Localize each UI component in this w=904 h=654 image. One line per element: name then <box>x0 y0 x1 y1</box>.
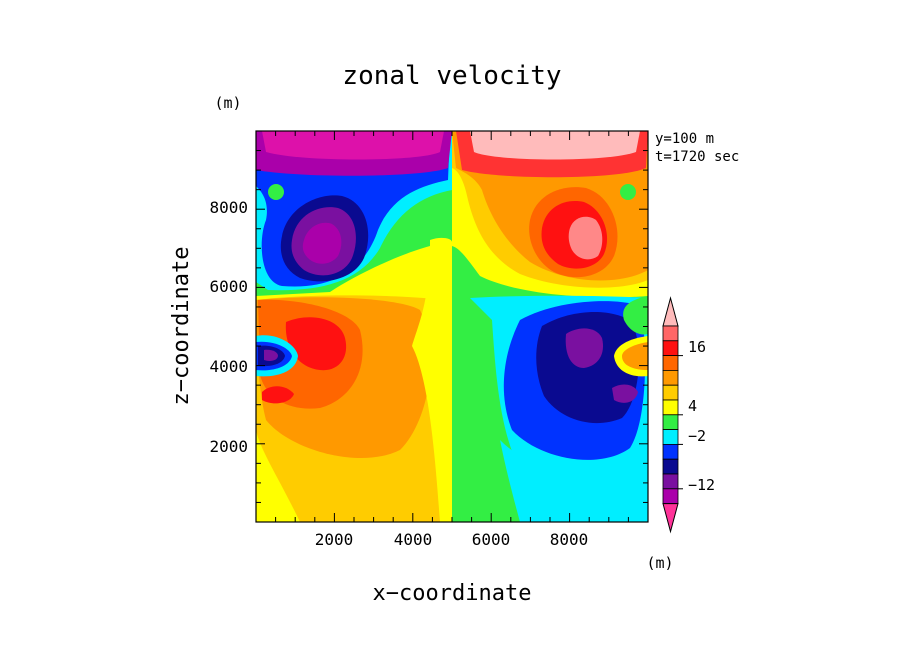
lower-right-purple-small <box>612 384 638 403</box>
colorbar-top-triangle <box>662 296 679 327</box>
colorbar-swatch <box>662 488 679 504</box>
colorbar-tick-label-neg12: −12 <box>688 476 715 494</box>
lower-left-purple <box>264 349 278 361</box>
colorbar-swatch <box>662 429 679 445</box>
lower-left-red <box>285 317 347 371</box>
upper-right-green-dot <box>620 184 636 200</box>
lower-right-edge-orange <box>622 342 648 370</box>
upper-left-top-magenta <box>262 131 444 160</box>
x-tick-label-8000: 8000 <box>550 530 589 549</box>
x-tick-label-4000: 4000 <box>394 530 433 549</box>
colorbar-swatch <box>662 399 679 416</box>
colorbar <box>662 296 683 534</box>
lower-right-right-edge-green <box>623 296 648 335</box>
y-axis-label: z−coordinate <box>169 247 194 406</box>
upper-left-magenta <box>302 222 342 264</box>
chart-title: zonal velocity <box>342 61 561 91</box>
left-yellow-wedge <box>412 237 452 522</box>
colorbar-swatch <box>662 369 679 386</box>
annotation-y: y=100 m <box>655 131 714 147</box>
axis-ticks <box>256 131 648 522</box>
y-unit-label: (m) <box>214 94 241 112</box>
lower-right-navy <box>536 311 639 424</box>
y-tick-label-8000: 8000 <box>209 198 248 217</box>
y-tick-label-2000: 2000 <box>209 437 248 456</box>
y-tick-label-6000: 6000 <box>209 277 248 296</box>
colorbar-bottom-triangle <box>662 503 679 534</box>
colorbar-unit-label: (m) <box>646 554 673 572</box>
colorbar-swatch <box>662 325 679 342</box>
x-tick-label-2000: 2000 <box>315 530 354 549</box>
colorbar-swatch <box>662 340 679 356</box>
colorbar-swatch <box>662 458 679 475</box>
upper-left-green-dot <box>268 184 284 200</box>
lower-right-purple <box>565 328 604 368</box>
lower-right-cyan-bottom <box>500 440 630 522</box>
colorbar-swatch <box>662 473 679 490</box>
annotation-t: t=1720 sec <box>655 149 739 165</box>
colorbar-swatch <box>662 355 679 371</box>
upper-right-pink <box>568 216 603 260</box>
x-axis-label: x−coordinate <box>373 581 532 606</box>
colorbar-tick-label-neg2: −2 <box>688 427 706 445</box>
colorbar-swatch <box>662 414 679 430</box>
x-tick-label-6000: 6000 <box>472 530 511 549</box>
colorbar-swatch <box>662 384 679 401</box>
upper-right-top-pink <box>470 131 640 160</box>
lower-left-red-small <box>262 386 294 404</box>
colorbar-swatch <box>662 443 679 460</box>
y-tick-label-4000: 4000 <box>209 357 248 376</box>
colorbar-tick-label-4: 4 <box>688 397 697 415</box>
colorbar-tick-label-16: 16 <box>688 338 706 356</box>
contour-field <box>256 131 648 522</box>
